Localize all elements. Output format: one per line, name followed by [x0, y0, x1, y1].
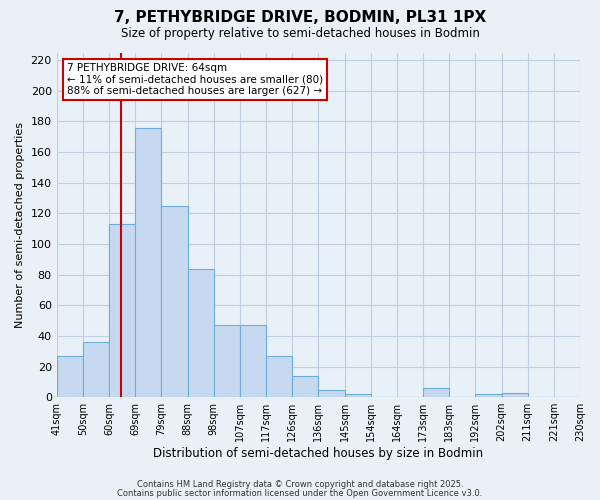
Text: Contains HM Land Registry data © Crown copyright and database right 2025.: Contains HM Land Registry data © Crown c…	[137, 480, 463, 489]
Bar	[56, 356, 83, 397]
Bar	[502, 392, 527, 397]
Bar	[83, 342, 109, 397]
Text: Contains public sector information licensed under the Open Government Licence v3: Contains public sector information licen…	[118, 488, 482, 498]
Bar	[109, 224, 135, 397]
Bar	[135, 128, 161, 397]
Bar	[187, 268, 214, 397]
Text: 7, PETHYBRIDGE DRIVE, BODMIN, PL31 1PX: 7, PETHYBRIDGE DRIVE, BODMIN, PL31 1PX	[114, 10, 486, 25]
Bar	[266, 356, 292, 397]
Bar	[292, 376, 319, 397]
Y-axis label: Number of semi-detached properties: Number of semi-detached properties	[15, 122, 25, 328]
Bar	[344, 394, 371, 397]
Text: Size of property relative to semi-detached houses in Bodmin: Size of property relative to semi-detach…	[121, 28, 479, 40]
Bar	[240, 325, 266, 397]
Bar	[214, 325, 240, 397]
X-axis label: Distribution of semi-detached houses by size in Bodmin: Distribution of semi-detached houses by …	[153, 447, 484, 460]
Bar	[475, 394, 502, 397]
Bar	[161, 206, 187, 397]
Bar	[423, 388, 449, 397]
Bar	[319, 390, 344, 397]
Text: 7 PETHYBRIDGE DRIVE: 64sqm
← 11% of semi-detached houses are smaller (80)
88% of: 7 PETHYBRIDGE DRIVE: 64sqm ← 11% of semi…	[67, 63, 323, 96]
